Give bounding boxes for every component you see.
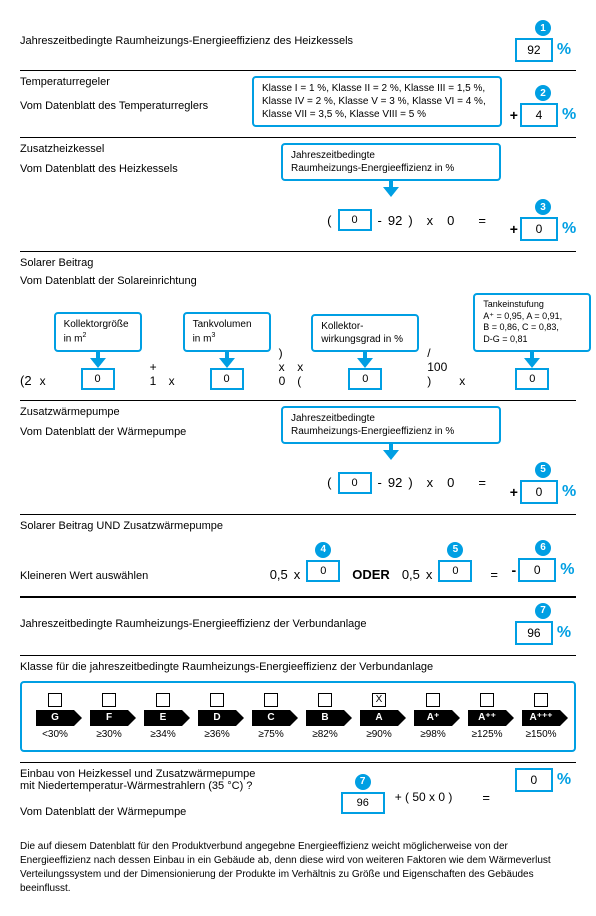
s4-v1[interactable]: 0 — [81, 368, 115, 390]
s1-value: 92 — [515, 38, 553, 62]
class-checkbox[interactable] — [156, 693, 170, 707]
s4-c3: Kollektor- wirkungsgrad in % — [311, 314, 419, 352]
s6-v5: 0 — [438, 560, 472, 582]
arrow-icon — [357, 358, 373, 368]
badge-5: 5 — [535, 462, 551, 478]
class-checkbox[interactable] — [426, 693, 440, 707]
class-checkbox[interactable]: X — [372, 693, 386, 707]
footnote: Die auf diesem Datenblatt für den Produk… — [20, 840, 576, 896]
s6-value: 0 — [518, 558, 556, 582]
badge-7b: 7 — [355, 774, 371, 790]
class-threshold: ≥82% — [312, 729, 338, 740]
class-arrow: D — [198, 710, 236, 726]
class-threshold: ≥150% — [525, 729, 556, 740]
class-threshold: ≥75% — [258, 729, 284, 740]
s8-label: Klasse für die jahreszeitbedingte Raumhe… — [20, 661, 576, 673]
s9-l2: mit Niedertemperatur-Wärmestrahlern (35 … — [20, 780, 341, 792]
s2-value: 4 — [520, 103, 558, 127]
badge-5b: 5 — [447, 542, 463, 558]
class-arrow: A⁺⁺⁺ — [522, 710, 560, 726]
class-arrow: A⁺ — [414, 710, 452, 726]
s4-v2[interactable]: 0 — [210, 368, 244, 390]
class-threshold: ≥36% — [204, 729, 230, 740]
class-checkbox[interactable] — [48, 693, 62, 707]
arrow-icon — [524, 358, 540, 368]
badge-1: 1 — [535, 20, 551, 36]
class-arrow: B — [306, 710, 344, 726]
s4-c1: Kollektorgröße in m2 — [54, 312, 142, 351]
class-checkbox[interactable] — [318, 693, 332, 707]
s6-label: Solarer Beitrag UND Zusatzwärmepumpe — [20, 520, 576, 532]
s2-hint: Klasse I = 1 %, Klasse II = 2 %, Klasse … — [252, 76, 502, 127]
s4-sublabel: Vom Datenblatt der Solareinrichtung — [20, 275, 576, 287]
arrow-icon — [383, 187, 399, 197]
s9-v: 96 — [341, 792, 385, 814]
badge-4b: 4 — [315, 542, 331, 558]
s3-value: 0 — [520, 217, 558, 241]
arrow-icon — [383, 450, 399, 460]
s9-expr: + ( 50 x 0 ) — [395, 790, 453, 804]
s4-v3[interactable]: 0 — [348, 368, 382, 390]
s4-label: Solarer Beitrag — [20, 257, 576, 269]
class-arrow: A⁺⁺ — [468, 710, 506, 726]
s5-sublabel: Vom Datenblatt der Wärmepumpe — [20, 426, 276, 438]
s3-hint: Jahreszeitbedingte Raumheizungs-Energiee… — [281, 143, 501, 181]
class-checkbox[interactable] — [480, 693, 494, 707]
s3-label: Zusatzheizkessel — [20, 143, 276, 155]
class-arrow: E — [144, 710, 182, 726]
class-arrow: A — [360, 710, 398, 726]
badge-7: 7 — [535, 603, 551, 619]
class-checkbox[interactable] — [534, 693, 548, 707]
s6-sublabel: Kleineren Wert auswählen — [20, 570, 270, 582]
class-checkbox[interactable] — [264, 693, 278, 707]
class-arrow: C — [252, 710, 290, 726]
s9-l3: Vom Datenblatt der Wärmepumpe — [20, 806, 341, 818]
s9-l1: Einbau von Heizkessel und Zusatzwärmepum… — [20, 768, 341, 780]
class-threshold: <30% — [42, 729, 68, 740]
or-label: ODER — [352, 567, 390, 582]
badge-6: 6 — [535, 540, 551, 556]
class-arrow: F — [90, 710, 128, 726]
badge-2: 2 — [535, 85, 551, 101]
badge-3: 3 — [535, 199, 551, 215]
s2-sign: + — [510, 107, 518, 123]
class-band: G <30% F ≥30% E ≥34% D ≥36% C ≥75% B ≥82% XA ≥90% A⁺ ≥9… — [20, 681, 576, 752]
s4-v4[interactable]: 0 — [515, 368, 549, 390]
pct: % — [557, 41, 571, 59]
class-threshold: ≥98% — [420, 729, 446, 740]
s2-sublabel: Vom Datenblatt des Temperaturreglers — [20, 100, 252, 112]
arrow-icon — [219, 358, 235, 368]
s7-value: 96 — [515, 621, 553, 645]
s2-label: Temperaturregeler — [20, 76, 252, 88]
s6-v4: 0 — [306, 560, 340, 582]
s3-sublabel: Vom Datenblatt des Heizkessels — [20, 163, 276, 175]
s3-input[interactable]: 0 — [338, 209, 372, 231]
class-arrow: G — [36, 710, 74, 726]
class-checkbox[interactable] — [102, 693, 116, 707]
s9-result: 0 — [515, 768, 553, 792]
arrow-icon — [90, 358, 106, 368]
s5-hint: Jahreszeitbedingte Raumheizungs-Energiee… — [281, 406, 501, 444]
class-threshold: ≥30% — [96, 729, 122, 740]
class-threshold: ≥34% — [150, 729, 176, 740]
s5-label: Zusatzwärmepumpe — [20, 406, 276, 418]
class-threshold: ≥90% — [366, 729, 392, 740]
s4-c4: Tankeinstufung A⁺ = 0,95, A = 0,91, B = … — [473, 293, 591, 352]
s5-input[interactable]: 0 — [338, 472, 372, 494]
s4-c2: Tankvolumen in m3 — [183, 312, 271, 351]
s5-value: 0 — [520, 480, 558, 504]
s7-label: Jahreszeitbedingte Raumheizungs-Energiee… — [20, 618, 510, 630]
class-checkbox[interactable] — [210, 693, 224, 707]
s1-label: Jahreszeitbedingte Raumheizungs-Energiee… — [20, 35, 510, 47]
class-threshold: ≥125% — [471, 729, 502, 740]
